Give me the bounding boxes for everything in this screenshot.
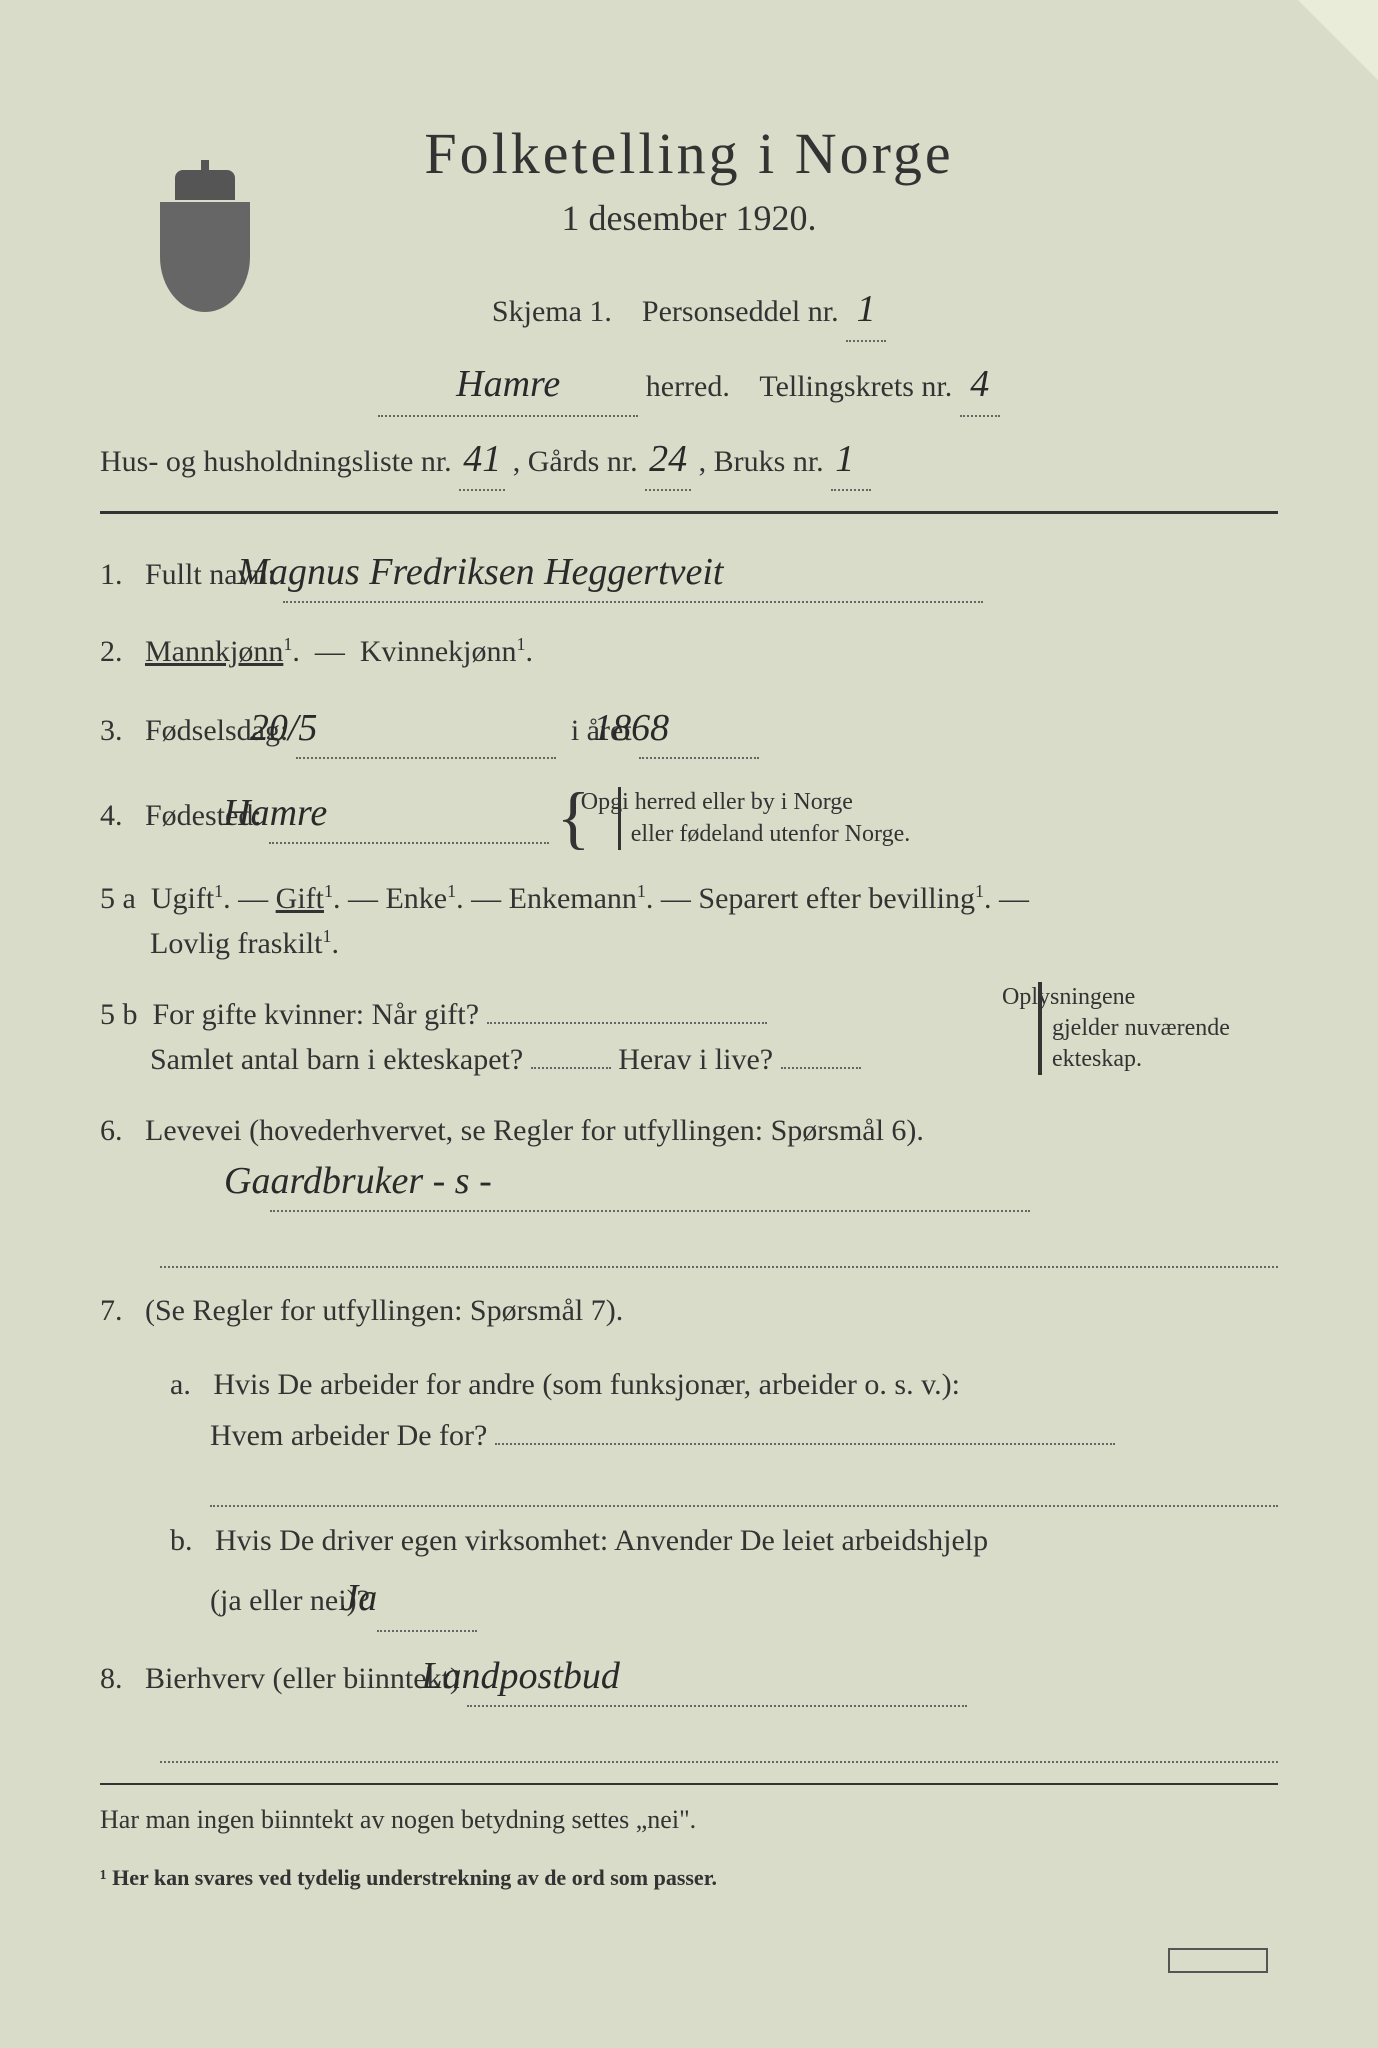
shield-icon — [160, 202, 250, 312]
q1-value: Magnus Fredriksen Heggertveit — [283, 544, 983, 603]
q8-label: Bierhverv (eller biinntekt) — [145, 1662, 460, 1695]
q5b-label2: Samlet antal barn i ekteskapet? — [150, 1043, 523, 1076]
q3-year: 1868 — [639, 700, 759, 759]
question-1: 1. Fullt navn: Magnus Fredriksen Heggert… — [100, 544, 1278, 603]
q5b-blank2 — [531, 1067, 611, 1069]
q7a-line2 — [210, 1477, 1278, 1507]
q5b-blank3 — [781, 1067, 861, 1069]
q5b-label1: For gifte kvinner: Når gift? — [153, 998, 480, 1031]
q7-label: (Se Regler for utfyllingen: Spørsmål 7). — [145, 1294, 623, 1327]
q3-num: 3. — [100, 714, 123, 747]
q7b-label1: Hvis De driver egen virksomhet: Anvender… — [215, 1524, 988, 1557]
q5a-separert: Separert efter bevilling — [698, 882, 975, 915]
q5b-note-box: Oplysningene gjelder nuværende ekteskap. — [1038, 982, 1278, 1076]
question-5b: Oplysningene gjelder nuværende ekteskap.… — [100, 992, 1278, 1082]
schema-line: Skjema 1. Personseddel nr. 1 — [100, 279, 1278, 342]
q2-sup2: 1 — [516, 634, 525, 654]
q7a-label2: Hvem arbeider De for? — [210, 1419, 487, 1452]
q4-num: 4. — [100, 799, 123, 832]
tellingskrets-label: Tellingskrets nr. — [759, 370, 952, 403]
bruks-nr: 1 — [831, 429, 871, 492]
schema-label: Skjema 1. — [492, 295, 612, 328]
q5a-enke: Enke — [385, 882, 447, 915]
question-2: 2. Mannkjønn1. — Kvinnekjønn1. — [100, 629, 1278, 674]
question-4: 4. Fødested: Hamre { Opgi herred eller b… — [100, 785, 1278, 849]
q2-sup1: 1 — [283, 634, 292, 654]
q5b-label3: Herav i live? — [618, 1043, 773, 1076]
question-3: 3. Fødselsdag: 20/5 i året 1868 — [100, 700, 1278, 759]
divider-main — [100, 511, 1278, 514]
herred-line: Hamre herred. Tellingskrets nr. 4 — [100, 354, 1278, 417]
q6-num: 6. — [100, 1114, 123, 1147]
question-5a: 5 a Ugift1. — Gift1. — Enke1. — Enkemann… — [100, 876, 1278, 966]
q4-note: Opgi herred eller by i Norge eller fødel… — [618, 787, 910, 849]
document-header: Folketelling i Norge 1 desember 1920. — [100, 120, 1278, 239]
question-7: 7. (Se Regler for utfyllingen: Spørsmål … — [100, 1288, 1278, 1333]
document-date: 1 desember 1920. — [100, 197, 1278, 239]
gaards-nr: 24 — [645, 429, 691, 492]
question-6: 6. Levevei (hovederhvervet, se Regler fo… — [100, 1108, 1278, 1212]
q3-day: 20/5 — [296, 700, 556, 759]
coat-of-arms-emblem — [150, 170, 260, 320]
personseddel-nr: 1 — [846, 279, 886, 342]
q7b-num: b. — [170, 1524, 193, 1557]
question-7a: a. Hvis De arbeider for andre (som funks… — [100, 1359, 1278, 1461]
herred-label: herred. — [646, 370, 730, 403]
q7b-value: Ja — [377, 1566, 477, 1633]
q5b-num: 5 b — [100, 998, 138, 1031]
hus-line: Hus- og husholdningsliste nr. 41 , Gårds… — [100, 429, 1278, 492]
gaards-label: , Gårds nr. — [513, 445, 638, 478]
herred-value: Hamre — [378, 354, 638, 417]
personseddel-label: Personseddel nr. — [642, 295, 839, 328]
page-fold-corner — [1298, 0, 1378, 80]
hus-nr: 41 — [459, 429, 505, 492]
q7a-label1: Hvis De arbeider for andre (som funksjon… — [213, 1368, 960, 1401]
q6-value: Gaardbruker - s - — [270, 1153, 1030, 1212]
q5a-gift: Gift — [276, 882, 324, 915]
q5a-num: 5 a — [100, 882, 136, 915]
q2-kvinne: Kvinnekjønn — [360, 635, 517, 668]
q8-num: 8. — [100, 1662, 123, 1695]
hus-label: Hus- og husholdningsliste nr. — [100, 445, 452, 478]
q2-num: 2. — [100, 635, 123, 668]
q5a-lovlig: Lovlig fraskilt — [150, 927, 322, 960]
footer-note: Har man ingen biinntekt av nogen betydni… — [100, 1805, 1278, 1835]
q5a-enkemann: Enkemann — [509, 882, 637, 915]
tellingskrets-nr: 4 — [960, 354, 1000, 417]
footnote: ¹ Her kan svares ved tydelig understrekn… — [100, 1865, 1278, 1891]
q5b-note2: gjelder nuværende — [1052, 1015, 1230, 1041]
q8-value: Landpostbud — [467, 1648, 967, 1707]
question-8: 8. Bierhverv (eller biinntekt) Landpostb… — [100, 1648, 1278, 1707]
bruks-label: , Bruks nr. — [699, 445, 824, 478]
q4-note1: Opgi herred eller by i Norge — [581, 789, 853, 815]
printer-stamp — [1168, 1948, 1268, 1973]
q5b-note1: Oplysningene — [1002, 984, 1135, 1010]
q6-label: Levevei (hovederhvervet, se Regler for u… — [145, 1114, 924, 1147]
q4-note2: eller fødeland utenfor Norge. — [631, 821, 910, 847]
document-title: Folketelling i Norge — [100, 120, 1278, 187]
q6-line2 — [160, 1238, 1278, 1268]
q7-num: 7. — [100, 1294, 123, 1327]
question-7b: b. Hvis De driver egen virksomhet: Anven… — [100, 1515, 1278, 1633]
divider-footer — [100, 1783, 1278, 1785]
q8-line2 — [160, 1733, 1278, 1763]
q5a-ugift: Ugift — [151, 882, 214, 915]
q4-value: Hamre — [269, 785, 549, 844]
q7a-num: a. — [170, 1368, 191, 1401]
crown-icon — [175, 170, 235, 200]
q5b-note3: ekteskap. — [1052, 1046, 1142, 1072]
q5b-blank1 — [487, 1022, 767, 1024]
q7a-blank — [495, 1443, 1115, 1445]
q1-num: 1. — [100, 558, 123, 591]
q2-mann: Mannkjønn — [145, 635, 283, 668]
